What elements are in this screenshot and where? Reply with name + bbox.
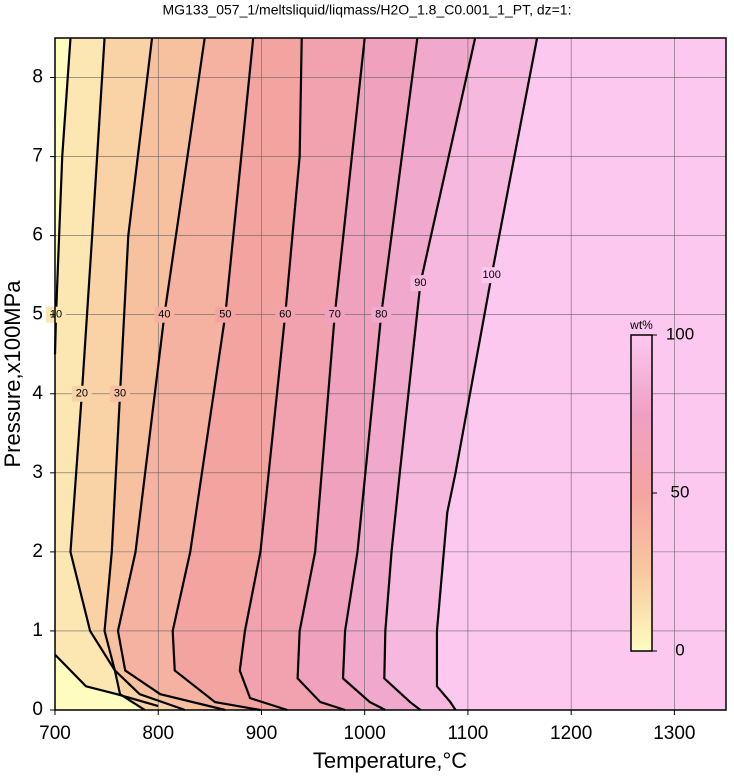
chart-title: MG133_057_1/meltsliquid/liqmass/H2O_1.8_… <box>163 2 572 18</box>
contour-line <box>69 37 146 711</box>
y-tick-label: 7 <box>32 146 43 167</box>
contour-label: 100 <box>482 269 500 281</box>
contour-label-bg <box>110 385 131 402</box>
contour-label-bg <box>481 267 502 284</box>
contour-label: 60 <box>279 309 291 321</box>
y-tick-label: 6 <box>32 225 43 246</box>
colorbar-tick-label: 0 <box>675 640 684 659</box>
contour-label: 20 <box>76 388 88 400</box>
y-tick-label: 8 <box>32 67 43 88</box>
x-tick-label: 700 <box>39 723 71 744</box>
plot-frame <box>54 37 727 711</box>
contour-line <box>103 37 186 712</box>
y-tick-label: 2 <box>32 541 43 562</box>
contour-label: 40 <box>158 309 170 321</box>
y-tick-label: 0 <box>32 699 43 720</box>
contour-fill <box>436 38 726 710</box>
contour-label-bg <box>154 306 175 323</box>
contour-label-bg <box>371 306 392 323</box>
contour-label: 70 <box>329 309 341 321</box>
y-tick-label: 4 <box>32 383 43 404</box>
colorbar-label: wt% <box>629 318 653 332</box>
y-axis-label: Pressure,x100MPa <box>0 280 25 468</box>
contour-label: 50 <box>219 309 231 321</box>
contour-label-bg <box>215 306 236 323</box>
contour-label-bg <box>410 275 431 292</box>
contour-label-bg <box>46 306 67 323</box>
contour-label-bg <box>275 306 296 323</box>
x-tick-label: 800 <box>142 723 174 744</box>
y-tick-label: 5 <box>32 304 43 325</box>
contour-line <box>435 37 539 711</box>
contour-label: 80 <box>375 309 387 321</box>
x-tick-label: 1200 <box>550 723 592 744</box>
x-tick-label: 900 <box>246 723 278 744</box>
colorbar-tick-label: 100 <box>666 324 694 343</box>
contour-label: 90 <box>414 277 426 289</box>
y-tick-label: 3 <box>32 462 43 483</box>
contour-line <box>238 37 303 712</box>
colorbar <box>630 334 653 652</box>
colorbar-tick-label: 50 <box>671 482 690 501</box>
contour-label: 10 <box>50 309 62 321</box>
contour-line <box>383 37 477 711</box>
contour-label: 30 <box>114 388 126 400</box>
contour-label-bg <box>71 385 92 402</box>
contour-label-bg <box>324 306 345 323</box>
x-tick-label: 1300 <box>653 723 695 744</box>
y-tick-label: 1 <box>32 620 43 641</box>
x-tick-label: 1000 <box>344 723 386 744</box>
x-axis-label: Temperature,°C <box>313 748 467 773</box>
x-tick-label: 1100 <box>447 723 488 744</box>
